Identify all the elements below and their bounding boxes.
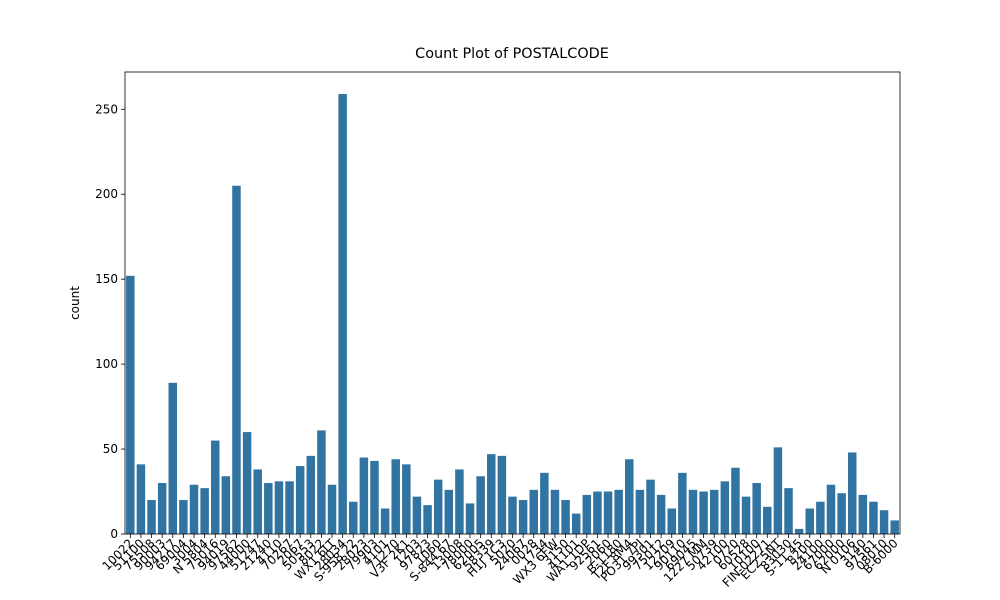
bar (720, 481, 730, 534)
bar (349, 501, 358, 534)
bar (529, 489, 538, 534)
y-tick-label: 250 (95, 102, 118, 116)
bar (550, 489, 560, 534)
bar (763, 506, 772, 534)
bar (603, 491, 613, 534)
bar (359, 457, 369, 534)
bar (794, 528, 804, 534)
bar (879, 510, 889, 534)
bar (465, 503, 475, 534)
bar (571, 513, 581, 534)
bar (731, 467, 740, 534)
bar (423, 505, 432, 534)
y-tick-label: 150 (95, 272, 118, 286)
bar (816, 501, 825, 534)
bar (614, 489, 623, 534)
bar (709, 489, 719, 534)
bar (147, 500, 156, 534)
bar (476, 476, 485, 534)
y-axis-label: count (68, 286, 82, 320)
bar (126, 275, 135, 534)
bar (667, 508, 676, 534)
bar (837, 493, 846, 534)
bar (869, 501, 878, 534)
bar (285, 481, 294, 534)
bar (678, 472, 687, 534)
bar (752, 483, 761, 534)
plot-frame (124, 71, 901, 535)
bar (540, 472, 549, 534)
bar (826, 484, 836, 534)
y-tick-label: 50 (103, 442, 118, 456)
bar (242, 432, 252, 534)
bar (221, 476, 231, 534)
bar (858, 494, 868, 534)
bar (232, 185, 241, 534)
bar (497, 455, 507, 534)
bar (847, 452, 857, 534)
bar (210, 440, 220, 534)
bar (200, 488, 209, 534)
bar (635, 489, 645, 534)
bar (391, 459, 400, 534)
bar (593, 491, 602, 534)
bar (380, 508, 390, 534)
bar (136, 464, 146, 534)
bar (189, 484, 199, 534)
bar (646, 479, 655, 534)
bar (561, 500, 570, 534)
bar (253, 469, 262, 534)
bar (518, 500, 528, 534)
y-tick-label: 200 (95, 187, 118, 201)
bar (487, 454, 496, 534)
bar (338, 94, 347, 534)
bar (444, 489, 454, 534)
bar (582, 494, 592, 534)
bar (625, 459, 634, 534)
bar (264, 483, 273, 534)
bar (890, 520, 899, 534)
bar (433, 479, 443, 534)
bar (168, 382, 178, 534)
bar (699, 491, 708, 534)
chart-title: Count Plot of POSTALCODE (415, 46, 609, 62)
y-tick-label: 100 (95, 357, 118, 371)
bar (306, 455, 316, 534)
bar (157, 483, 167, 534)
bar (327, 484, 337, 534)
y-tick-label: 0 (110, 527, 118, 541)
bar (179, 500, 188, 534)
bar (688, 489, 698, 534)
bar (412, 496, 422, 534)
bar (741, 496, 751, 534)
bar (805, 508, 815, 534)
bar (784, 488, 793, 534)
bar (508, 496, 517, 534)
bar (274, 481, 284, 534)
bar (317, 430, 326, 534)
bar (773, 447, 783, 534)
bar (370, 460, 379, 534)
bar (295, 466, 305, 534)
bar (455, 469, 464, 534)
bar (402, 464, 411, 534)
bar (656, 494, 666, 534)
